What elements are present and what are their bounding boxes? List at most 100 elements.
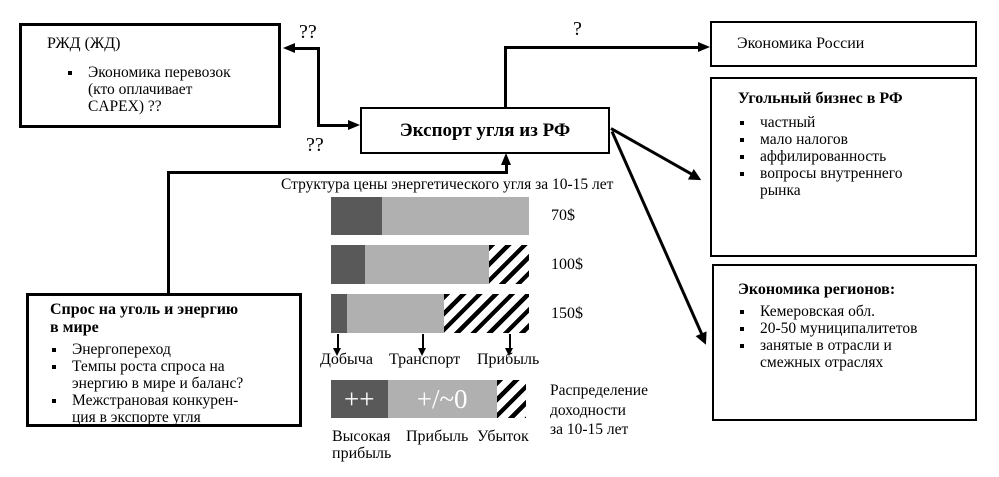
question-label-top: ?? — [299, 21, 317, 43]
bar-price-label: 100$ — [550, 255, 583, 273]
list-item: Межстрановая конкурен- ция в экспорте уг… — [50, 392, 293, 426]
box-rzd: РЖД (ЖД) Экономика перевозок (кто оплачи… — [19, 23, 281, 128]
segment-label-transport: Транспорт — [389, 351, 461, 368]
box-coal-business: Угольный бизнес в РФ частный мало налого… — [710, 77, 977, 257]
list-item: вопросы внутреннего рынка — [738, 165, 967, 199]
bar-segment-mining — [331, 197, 383, 235]
list-item: Темпы роста спроса на энергию в мире и б… — [50, 358, 293, 392]
box-regions-list: Кемеровская обл. 20-50 муниципалитетов з… — [738, 303, 967, 371]
bullet-square-icon — [52, 348, 56, 352]
bullet-square-icon — [740, 154, 744, 159]
stacked-bar — [331, 294, 529, 333]
profit-label-loss: Убыток — [477, 428, 529, 445]
profit-segment-text: +/~0 — [416, 383, 468, 414]
profit-bar-caption: Распределение доходности за 10-15 лет — [550, 382, 648, 438]
bullet-square-icon — [52, 365, 56, 369]
bar-segment-mining — [331, 245, 365, 284]
connector-demand-v2 — [505, 163, 508, 173]
question-label-mid: ?? — [306, 134, 324, 156]
connector-demand-h — [167, 171, 508, 174]
box-coal-title: Угольный бизнес в РФ — [738, 90, 903, 107]
list-item: Энергопереход — [50, 341, 293, 358]
list-item-text: Темпы роста спроса на энергию в мире и б… — [72, 358, 244, 392]
bullet-square-icon — [68, 70, 72, 75]
bullet-square-icon — [740, 137, 744, 142]
list-item: Кемеровская обл. — [738, 303, 967, 320]
connector-rzd-v — [317, 47, 320, 127]
arrowhead-to-rzd-icon — [283, 43, 295, 53]
arrowhead-to-regions-icon — [696, 331, 712, 347]
connector-export-h — [317, 124, 349, 127]
box-regions-title: Экономика регионов: — [738, 281, 896, 298]
question-label-russia: ? — [573, 18, 582, 40]
list-item-text: занятые в отрасли и смежных отраслях — [760, 336, 892, 371]
box-rzd-title: РЖД (ЖД) — [47, 35, 121, 52]
list-item-text: Межстрановая конкурен- ция в экспорте уг… — [72, 392, 239, 426]
box-regions-economy: Экономика регионов: Кемеровская обл. 20-… — [712, 264, 977, 421]
connector-russia-v — [504, 47, 507, 107]
bar-segment-profit — [443, 294, 529, 333]
bullet-square-icon — [52, 399, 56, 403]
box-export-title: Экспорт угля из РФ — [399, 119, 571, 141]
list-item: мало налогов — [738, 131, 967, 148]
profit-distribution-bar: ++ +/~0 — [331, 380, 526, 418]
box-demand-list: Энергопереход Темпы роста спроса на энер… — [50, 341, 293, 426]
box-russia-economy: Экономика России — [710, 21, 977, 67]
bar-price-label: 150$ — [550, 304, 583, 322]
box-demand-title: Спрос на уголь и энергию в мире — [50, 301, 239, 336]
list-item-text: вопросы внутреннего рынка — [760, 164, 903, 199]
bullet-square-icon — [740, 309, 744, 314]
price-bar-row-100: 100$ — [331, 245, 583, 284]
list-item-text: мало налогов — [760, 130, 848, 148]
list-item-text: частный — [760, 113, 816, 131]
arrowhead-to-coal-icon — [688, 168, 705, 185]
connector-rzd-h — [294, 47, 320, 50]
bullet-square-icon — [740, 343, 744, 348]
arrow-down-profit-icon — [505, 334, 514, 357]
profit-segment-mid: +/~0 — [387, 380, 497, 418]
bar-segment-transport — [346, 294, 444, 333]
connector-russia-h — [504, 46, 699, 49]
arrowhead-to-export-icon — [348, 120, 360, 130]
chart-title: Структура цены энергетического угля за 1… — [281, 176, 614, 193]
list-item: частный — [738, 114, 967, 131]
bullet-square-icon — [740, 120, 744, 125]
stacked-bar — [331, 197, 529, 235]
arrow-down-transport-icon — [418, 334, 427, 357]
profit-segment-text: ++ — [344, 383, 375, 414]
profit-segment-high: ++ — [331, 380, 388, 418]
arrowhead-to-export-bottom-icon — [501, 153, 511, 165]
list-item-text: 20-50 муниципалитетов — [760, 319, 918, 337]
segment-label-profit: Прибыль — [477, 351, 540, 368]
box-coal-list: частный мало налогов аффилированность во… — [738, 114, 967, 199]
list-item: 20-50 муниципалитетов — [738, 320, 967, 337]
list-item-text: Экономика перевозок (кто оплачивает CAPE… — [88, 63, 231, 115]
profit-label-high: Высокая прибыль — [332, 428, 392, 462]
bar-segment-transport — [382, 197, 529, 235]
bar-price-label: 70$ — [550, 207, 575, 224]
box-rzd-list: Экономика перевозок (кто оплачивает CAPE… — [47, 64, 270, 115]
list-item: занятые в отрасли и смежных отраслях — [738, 337, 967, 371]
arrowhead-to-russia-icon — [698, 42, 710, 52]
box-demand: Спрос на уголь и энергию в мире Энергопе… — [26, 293, 302, 427]
profit-label-mid: Прибыль — [406, 428, 469, 445]
stacked-bar — [331, 245, 529, 284]
bullet-square-icon — [740, 171, 744, 176]
segment-label-mining: Добыча — [320, 351, 373, 368]
bullet-square-icon — [740, 326, 744, 331]
profit-segment-loss — [496, 380, 526, 418]
list-item: Экономика перевозок (кто оплачивает CAPE… — [66, 64, 270, 115]
bar-segment-transport — [364, 245, 490, 284]
box-export: Экспорт угля из РФ — [360, 107, 610, 154]
list-item-text: Кемеровская обл. — [760, 302, 875, 320]
list-item: аффилированность — [738, 148, 967, 165]
list-item-text: аффилированность — [760, 147, 887, 165]
list-item-text: Энергопереход — [72, 341, 171, 358]
bar-segment-profit — [489, 245, 529, 284]
box-russia-title: Экономика России — [737, 35, 865, 53]
arrow-down-mining-icon — [333, 334, 342, 357]
bar-segment-mining — [331, 294, 347, 333]
price-bar-row-70: 70$ — [331, 197, 575, 235]
price-bar-row-150: 150$ — [331, 294, 583, 333]
